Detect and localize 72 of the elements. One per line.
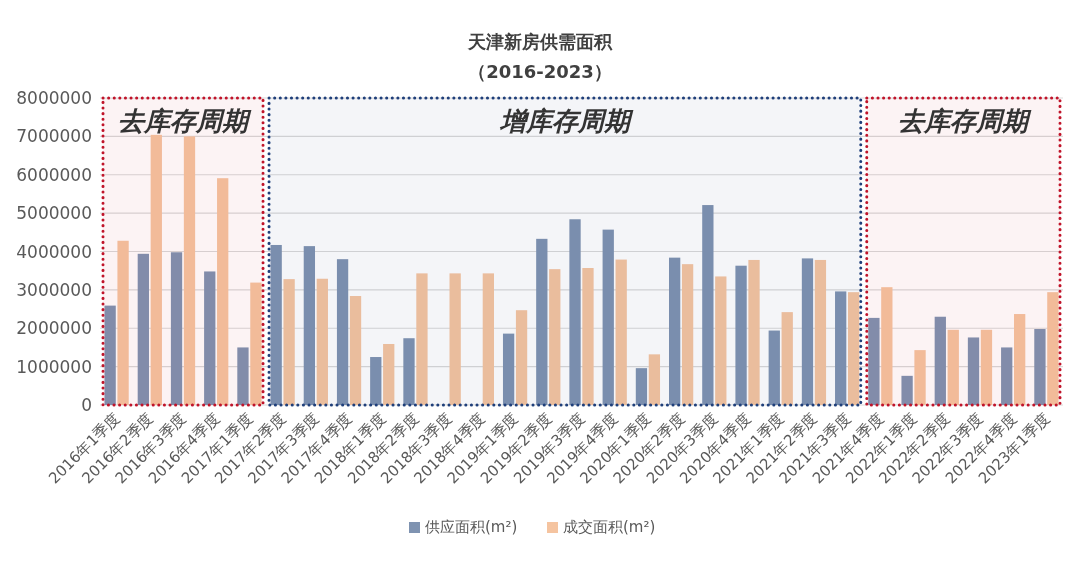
bar [934,316,946,405]
y-tick-label: 3000000 [16,279,92,300]
bar [1014,314,1026,405]
bar [536,238,548,405]
bar [967,337,980,405]
bar [204,271,216,405]
bar [881,287,893,405]
band-label: 去库存周期 [118,106,253,136]
bar [383,343,395,405]
y-tick-label: 1000000 [16,356,92,377]
bar [801,258,814,405]
chart-subtitle: （2016-2023） [468,61,612,82]
y-tick-label: 0 [81,395,92,415]
bar [449,273,461,405]
bar [170,252,183,405]
bar [669,257,681,405]
bar [150,134,162,405]
y-tick-label: 7000000 [16,126,92,147]
bar [635,368,648,405]
bar [748,259,760,405]
bar [1047,292,1059,405]
bar [250,282,262,405]
y-tick-label: 2000000 [16,318,92,339]
bar [515,310,528,405]
bar [137,253,149,405]
bar [914,350,926,405]
bar [502,333,515,405]
bar [868,317,880,405]
bar [702,205,714,405]
bar [349,296,362,405]
bar [814,259,827,405]
bar [104,305,116,405]
bar [901,375,913,405]
bar [217,178,229,405]
bar [615,259,627,405]
bar [602,229,614,405]
bar [715,276,727,405]
bar [648,354,661,405]
bar [1034,329,1046,405]
bar [847,292,860,405]
band-label: 去库存周期 [898,106,1033,136]
bar [303,246,316,405]
bar [569,219,581,405]
bar [1001,347,1013,405]
bar [237,347,249,405]
y-tick-label: 4000000 [16,241,92,262]
bar [283,279,295,405]
bar [316,278,328,405]
legend-label: 供应面积(m²) [425,518,518,536]
bar [336,259,349,405]
y-tick-label: 5000000 [16,203,92,224]
bar [768,330,780,405]
bar [980,329,993,405]
legend-label: 成交面积(m²) [563,518,656,536]
bar [403,338,415,405]
bar [835,291,847,405]
chart-title: 天津新房供需面积 [467,31,613,52]
bar [416,273,428,405]
bar [582,268,594,405]
y-tick-label: 6000000 [16,164,92,185]
band-label: 增库存周期 [498,106,634,136]
bar [370,357,382,405]
y-tick-label: 8000000 [16,88,92,108]
bar [117,240,129,405]
bar [183,136,196,405]
bar [270,244,282,405]
bar [482,273,494,405]
bar [681,264,694,405]
bar [549,269,561,405]
bar [947,329,959,405]
bar [781,312,793,405]
bar [735,265,747,405]
